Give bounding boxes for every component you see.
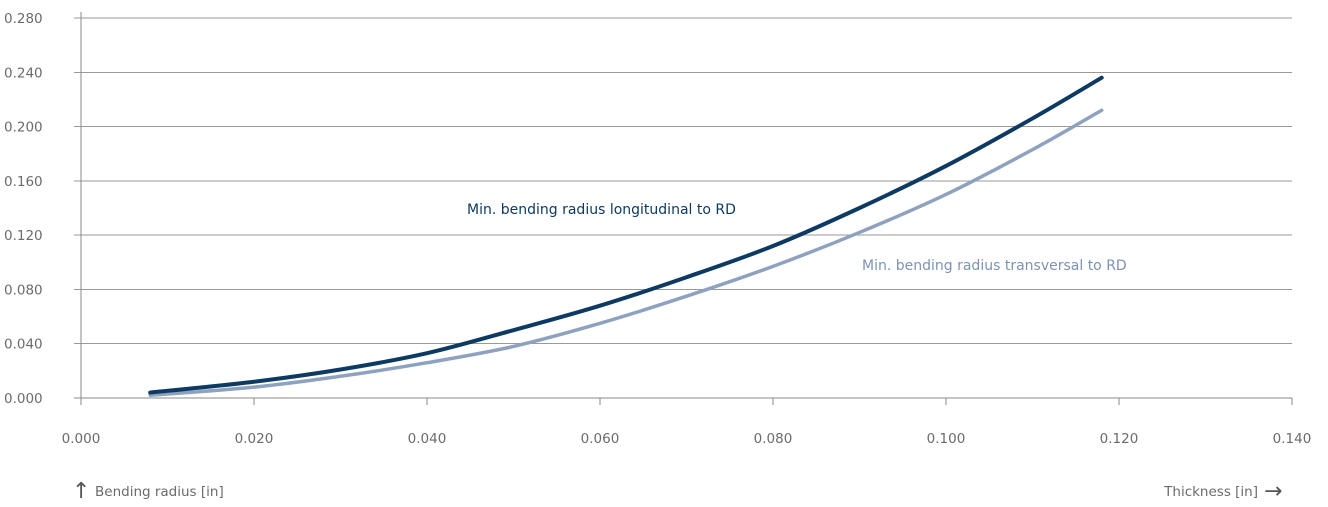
series-layer <box>148 75 1104 398</box>
x-tick-label: 0.000 <box>62 431 101 447</box>
y-axis-label: Bending radius [in] <box>95 484 224 500</box>
series-line-longitudinal <box>148 75 1104 395</box>
y-tick-label: 0.120 <box>4 228 43 244</box>
axis-layer <box>74 12 1293 405</box>
x-tick-label: 0.120 <box>1100 431 1139 447</box>
x-axis-label: Thickness [in] <box>1163 484 1258 500</box>
right-arrow-icon: → <box>1264 479 1282 504</box>
x-tick-label: 0.060 <box>581 431 620 447</box>
x-tick-label: 0.140 <box>1273 431 1312 447</box>
x-tick-labels: 0.000 0.020 0.040 0.060 0.080 0.100 0.120 0.140 <box>62 431 1312 447</box>
y-tick-label: 0.160 <box>4 174 43 190</box>
y-tick-label: 0.200 <box>4 120 43 136</box>
up-arrow-icon: ↑ <box>72 479 90 504</box>
y-tick-label: 0.080 <box>4 282 43 298</box>
grid-layer <box>74 17 1292 399</box>
y-tick-label: 0.000 <box>4 391 43 407</box>
series-label-transversal: Min. bending radius transversal to RD <box>862 258 1127 274</box>
y-tick-labels: 0.000 0.040 0.080 0.120 0.160 0.200 0.240 0.280 <box>4 11 43 407</box>
x-tick-label: 0.080 <box>754 431 793 447</box>
series-label-longitudinal: Min. bending radius longitudinal to RD <box>467 202 736 218</box>
y-tick-label: 0.280 <box>4 11 43 27</box>
y-tick-label: 0.040 <box>4 337 43 353</box>
x-tick-label: 0.020 <box>235 431 274 447</box>
x-tick-label: 0.040 <box>408 431 447 447</box>
series-line-transversal <box>148 108 1104 398</box>
y-tick-label: 0.240 <box>4 65 43 81</box>
x-tick-label: 0.100 <box>927 431 966 447</box>
